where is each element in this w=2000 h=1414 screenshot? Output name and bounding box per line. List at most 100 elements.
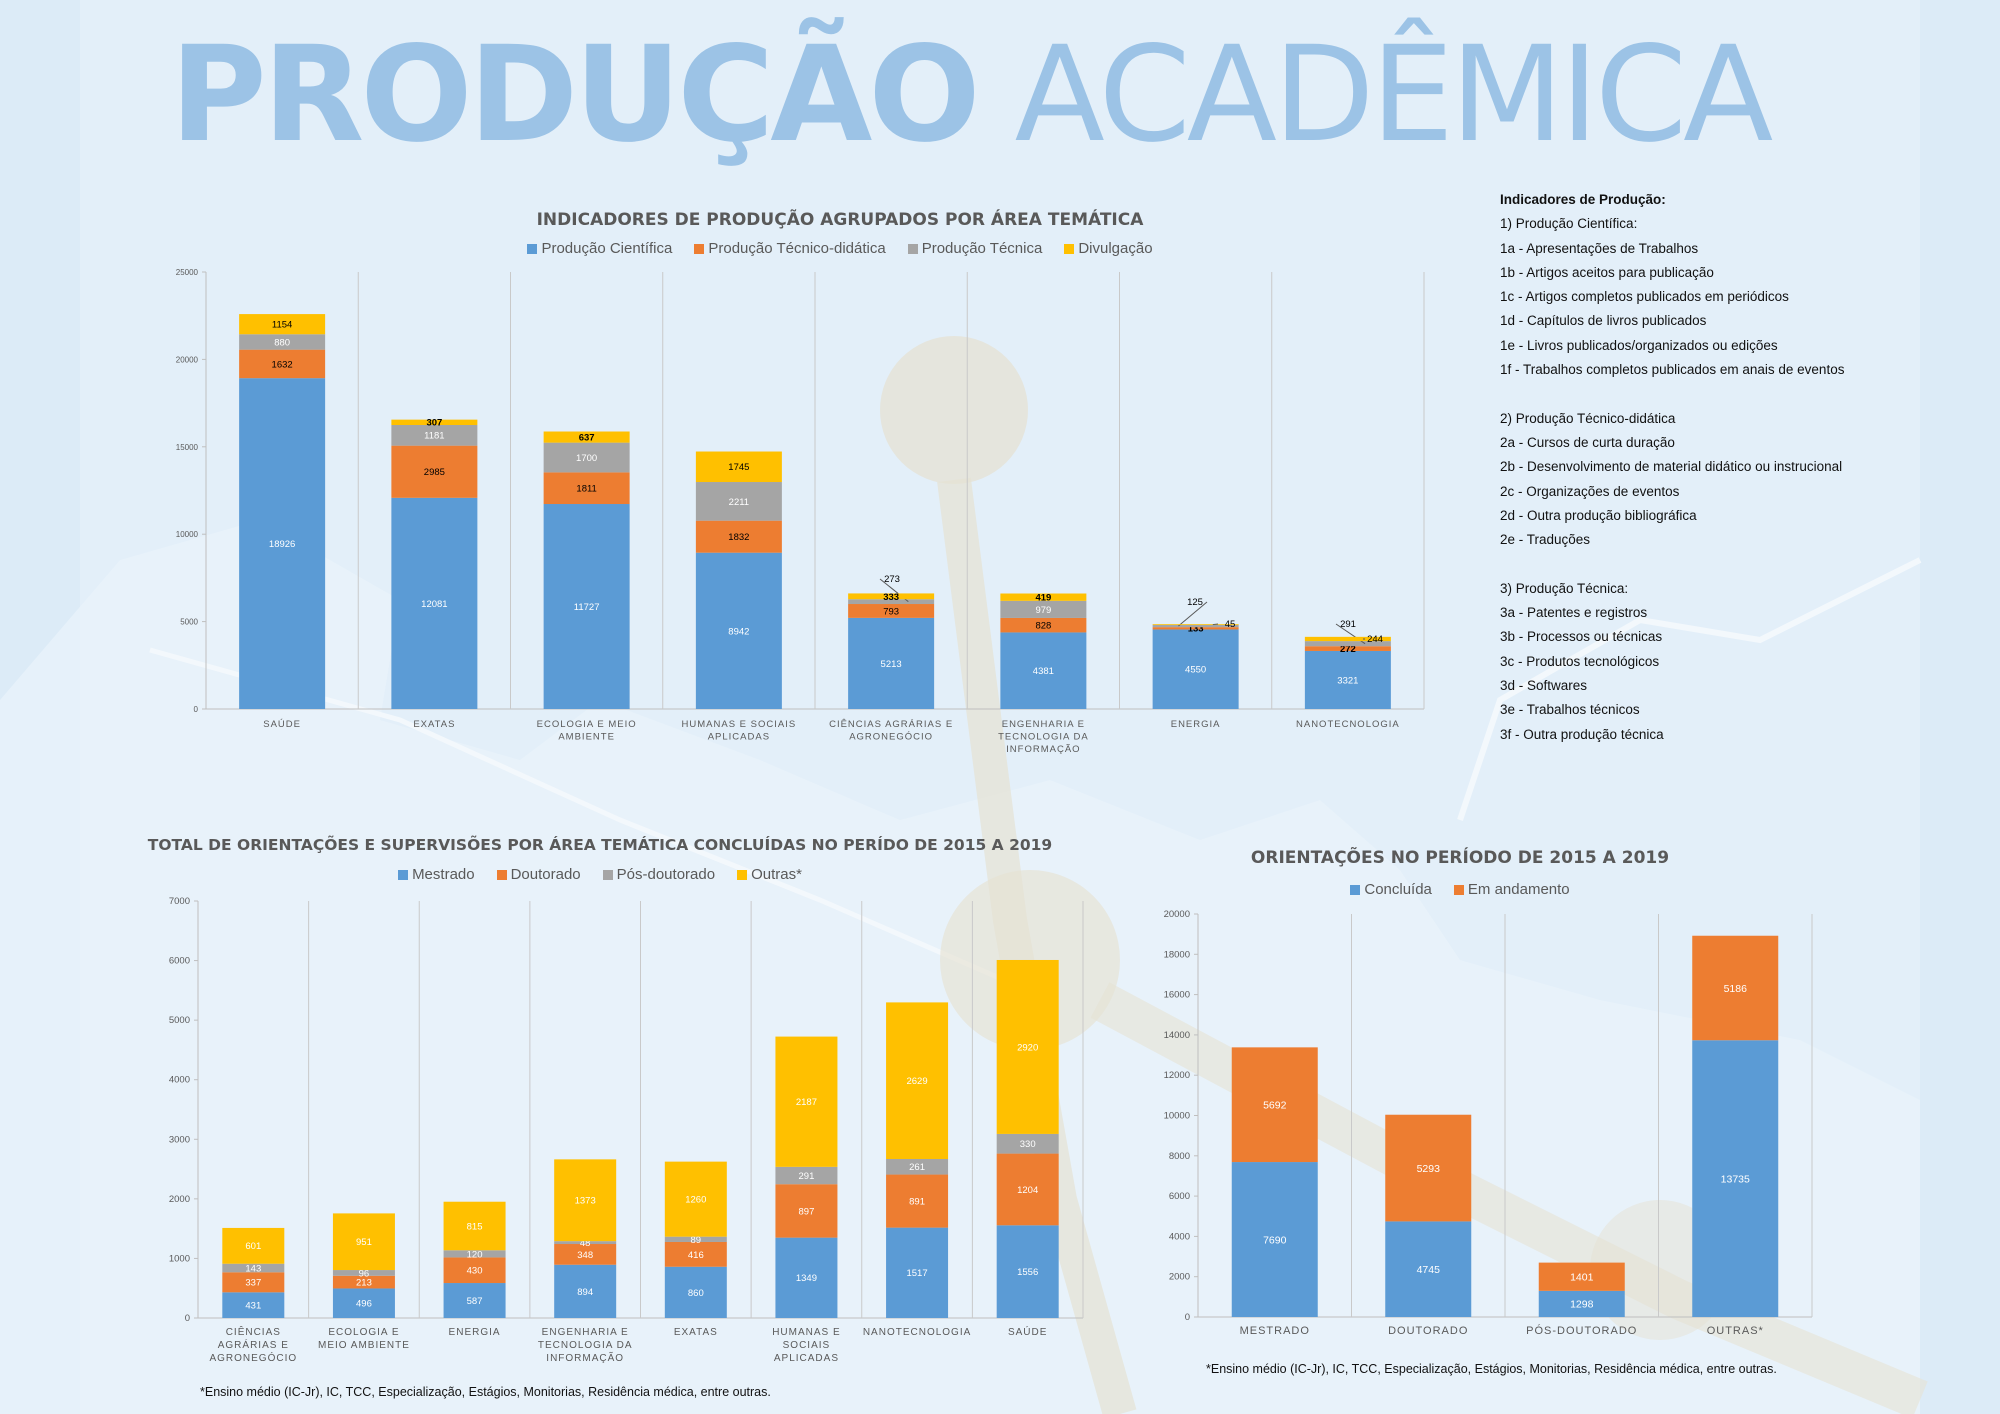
- legend-swatch: [398, 869, 409, 880]
- bar-segment: [332, 1275, 395, 1289]
- legend-swatch: [602, 869, 613, 880]
- bar-segment: [443, 1257, 506, 1284]
- y-tick-label: 0: [1185, 1312, 1190, 1323]
- data-label: 1260: [685, 1195, 706, 1206]
- bar-segment: [554, 1244, 617, 1265]
- bar-segment: [886, 1227, 949, 1318]
- data-label: 13735: [1721, 1173, 1750, 1185]
- category-label: APLICADAS: [708, 732, 770, 743]
- data-label: 894: [577, 1287, 593, 1298]
- y-tick-label: 5000: [180, 618, 198, 627]
- data-label-leader: [1178, 601, 1208, 627]
- category-label: HUMANAS E: [772, 1327, 840, 1338]
- category-label: NANOTECNOLOGIA: [863, 1327, 971, 1338]
- data-label: 133: [1188, 624, 1204, 635]
- data-label: 3321: [1337, 675, 1358, 686]
- data-label: 1298: [1570, 1299, 1594, 1311]
- bar-segment: [1231, 1162, 1318, 1317]
- indicators-item: 3b - Processos ou técnicas: [1500, 629, 1663, 645]
- data-label: 1204: [1017, 1185, 1038, 1196]
- category-label: SAÚDE: [1008, 1325, 1047, 1338]
- legend-entry: Concluída: [1350, 881, 1432, 898]
- indicators-item: 2a - Cursos de curta duração: [1500, 434, 1675, 450]
- chart2-footnote: *Ensino médio (IC-Jr), IC, TCC, Especial…: [200, 1385, 771, 1399]
- legend-label: Outras*: [751, 866, 802, 883]
- bar-segment: [222, 1227, 285, 1264]
- legend-swatch: [527, 243, 538, 254]
- category-label: SAÚDE: [263, 719, 301, 730]
- data-label: 860: [688, 1288, 704, 1299]
- page-title: PRODUÇÃO ACADÊMICA: [170, 20, 1773, 170]
- bar-segment: [1000, 593, 1087, 601]
- bar-segment: [1231, 1047, 1318, 1163]
- category-label: APLICADAS: [774, 1353, 839, 1364]
- y-tick-label: 2000: [1169, 1272, 1190, 1283]
- legend-swatch: [907, 243, 918, 254]
- bar-segment: [1304, 646, 1391, 651]
- bar-segment: [996, 1225, 1059, 1318]
- category-label: SOCIAIS: [783, 1340, 831, 1351]
- indicators-list: Indicadores de Produção: 1) Produção Cien…: [1500, 188, 1980, 747]
- data-label: 333: [883, 592, 899, 603]
- y-tick-label: 25000: [176, 268, 199, 277]
- bar-segment: [886, 1159, 949, 1175]
- legend-swatch: [1453, 884, 1464, 895]
- data-label: 261: [909, 1162, 925, 1173]
- legend-entry: Outras*: [737, 866, 802, 883]
- legend-label: Mestrado: [412, 866, 475, 883]
- category-label: INFORMAÇÃO: [1006, 744, 1080, 755]
- legend-entry: Doutorado: [496, 866, 581, 883]
- bar-segment: [1152, 629, 1239, 709]
- chart3-footnote: *Ensino médio (IC-Jr), IC, TCC, Especial…: [1206, 1362, 1777, 1376]
- bar-segment: [695, 520, 782, 553]
- data-label: 4745: [1417, 1264, 1441, 1276]
- legend-label: Produção Científica: [541, 240, 673, 257]
- data-label: 291: [799, 1171, 815, 1182]
- bar-segment: [1692, 1040, 1779, 1317]
- data-label: 897: [799, 1206, 815, 1217]
- bar-segment: [1692, 935, 1779, 1041]
- data-label: 143: [245, 1263, 261, 1274]
- data-label: 1832: [728, 532, 749, 543]
- category-label: TECNOLOGIA DA: [538, 1340, 633, 1351]
- chart1-legend: Produção Científica Produção Técnico-didá…: [240, 240, 1440, 257]
- bar-segment: [332, 1270, 395, 1276]
- data-label: 5293: [1417, 1163, 1441, 1175]
- y-tick-label: 3000: [169, 1134, 190, 1145]
- data-label: 1745: [728, 462, 749, 473]
- y-tick-label: 5000: [169, 1015, 190, 1026]
- y-tick-label: 0: [185, 1313, 190, 1324]
- data-label: 1373: [575, 1196, 596, 1207]
- category-label: MEIO AMBIENTE: [318, 1340, 410, 1351]
- category-label: DOUTORADO: [1388, 1325, 1468, 1337]
- y-tick-label: 8000: [1169, 1151, 1190, 1162]
- bar-segment: [996, 959, 1059, 1134]
- indicators-item: 2e - Traduções: [1500, 532, 1591, 548]
- data-label: 2985: [424, 467, 445, 478]
- y-tick-label: 10000: [176, 530, 199, 539]
- indicators-item: 2d - Outra produção bibliográfica: [1500, 507, 1697, 523]
- data-label: 2187: [796, 1097, 817, 1108]
- y-tick-label: 12000: [1164, 1070, 1190, 1081]
- data-label: 1401: [1570, 1272, 1594, 1284]
- legend-label: Doutorado: [510, 866, 581, 883]
- data-label: 416: [688, 1250, 704, 1261]
- data-label: 89: [691, 1235, 702, 1246]
- bar-segment: [554, 1264, 617, 1318]
- y-tick-label: 7000: [169, 896, 190, 907]
- y-tick-label: 20000: [176, 355, 199, 364]
- bar-segment: [391, 419, 478, 426]
- chart2-legend: Mestrado Doutorado Pós-doutorado Outras*: [100, 866, 1100, 883]
- bar-segment: [391, 445, 478, 498]
- chart3-title: ORIENTAÇÕES NO PERÍODO DE 2015 A 2019: [1250, 848, 1670, 868]
- data-label: 7690: [1263, 1234, 1287, 1246]
- data-label: 2211: [729, 497, 749, 508]
- bar-segment: [886, 1002, 949, 1160]
- y-tick-label: 16000: [1164, 990, 1190, 1001]
- bar-segment: [775, 1184, 838, 1238]
- category-label: AGRONEGÓCIO: [849, 732, 933, 743]
- data-label: 951: [356, 1237, 372, 1248]
- data-label: 431: [245, 1301, 261, 1312]
- bar-segment: [996, 1153, 1059, 1226]
- legend-swatch: [1064, 243, 1075, 254]
